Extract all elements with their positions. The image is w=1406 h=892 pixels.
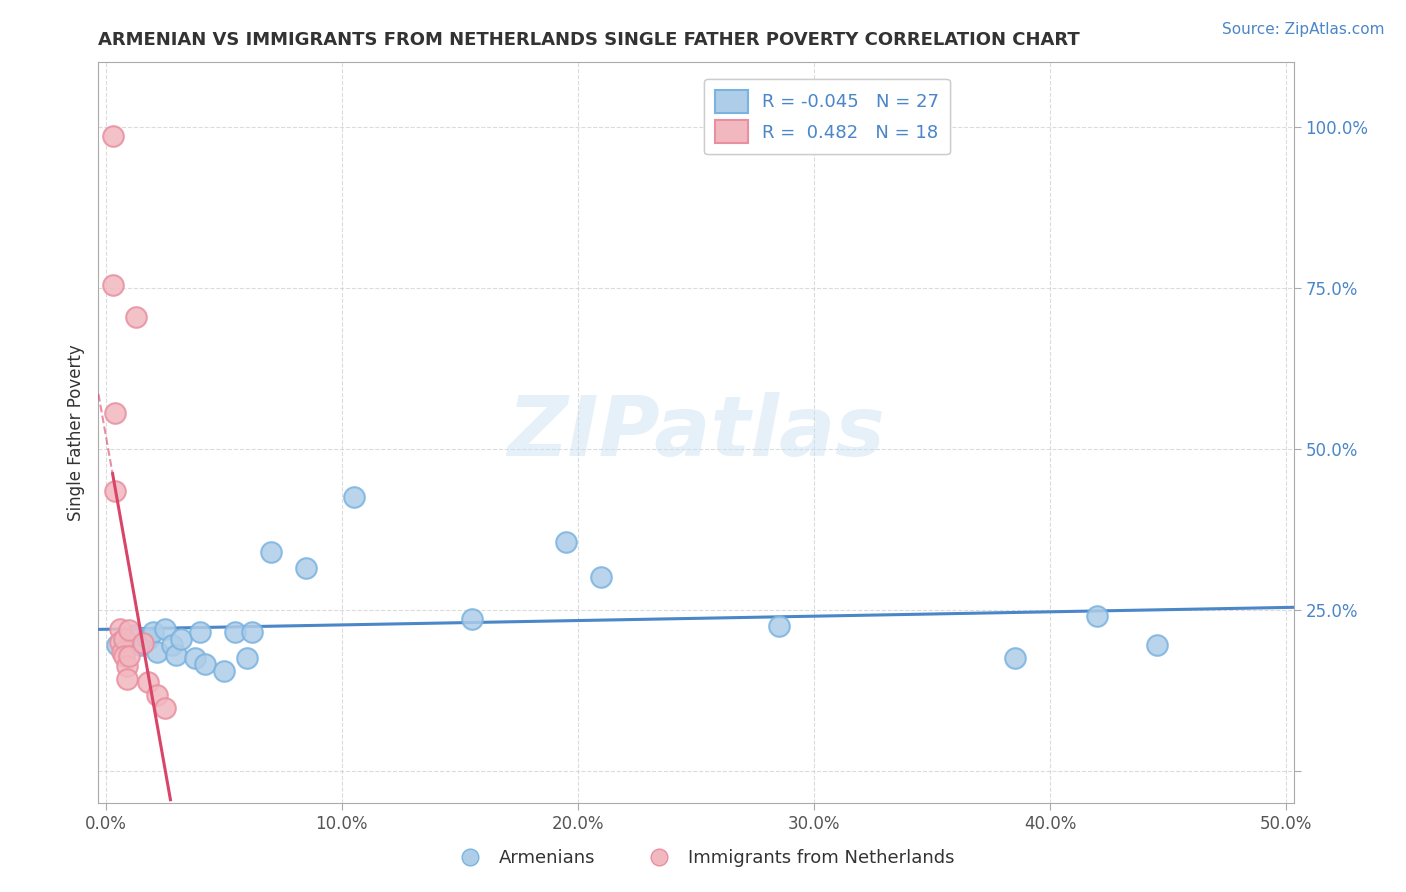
Point [132,636,155,650]
Point [160,638,183,652]
Point [295,561,318,575]
Point [136,674,159,689]
Point [768,619,790,633]
Point [555,535,578,549]
Point [194,657,217,672]
Point [240,625,263,640]
Point [118,648,141,663]
Point [101,277,124,292]
Point [188,625,211,640]
Point [118,624,141,638]
Point [136,632,159,646]
Point [224,625,246,640]
Point [184,651,207,665]
Point [1087,609,1109,624]
Point [342,490,364,504]
Point [122,628,145,642]
Point [111,644,134,658]
Point [146,644,169,658]
Point [236,651,259,665]
Point [1004,651,1026,665]
Point [108,622,131,636]
Point [112,632,135,646]
Point [125,310,148,324]
Point [153,700,176,714]
Y-axis label: Single Father Poverty: Single Father Poverty [66,344,84,521]
Point [112,648,135,663]
Text: ZIPatlas: ZIPatlas [508,392,884,473]
Point [101,129,124,144]
Point [105,638,128,652]
Point [260,545,283,559]
Text: Source: ZipAtlas.com: Source: ZipAtlas.com [1222,22,1385,37]
Point [146,688,169,702]
Point [591,570,613,584]
Point [115,672,138,686]
Point [212,664,235,678]
Point [165,648,187,662]
Point [153,622,176,636]
Point [104,406,127,420]
Point [129,638,152,652]
Point [1146,638,1168,652]
Point [115,659,138,673]
Point [460,612,482,626]
Point [142,625,165,640]
Legend: R = -0.045   N = 27, R =  0.482   N = 18: R = -0.045 N = 27, R = 0.482 N = 18 [704,78,950,154]
Point [104,483,127,498]
Point [170,632,193,646]
Legend: Armenians, Immigrants from Netherlands: Armenians, Immigrants from Netherlands [444,842,962,874]
Text: ARMENIAN VS IMMIGRANTS FROM NETHERLANDS SINGLE FATHER POVERTY CORRELATION CHART: ARMENIAN VS IMMIGRANTS FROM NETHERLANDS … [98,31,1080,49]
Point [108,635,131,649]
